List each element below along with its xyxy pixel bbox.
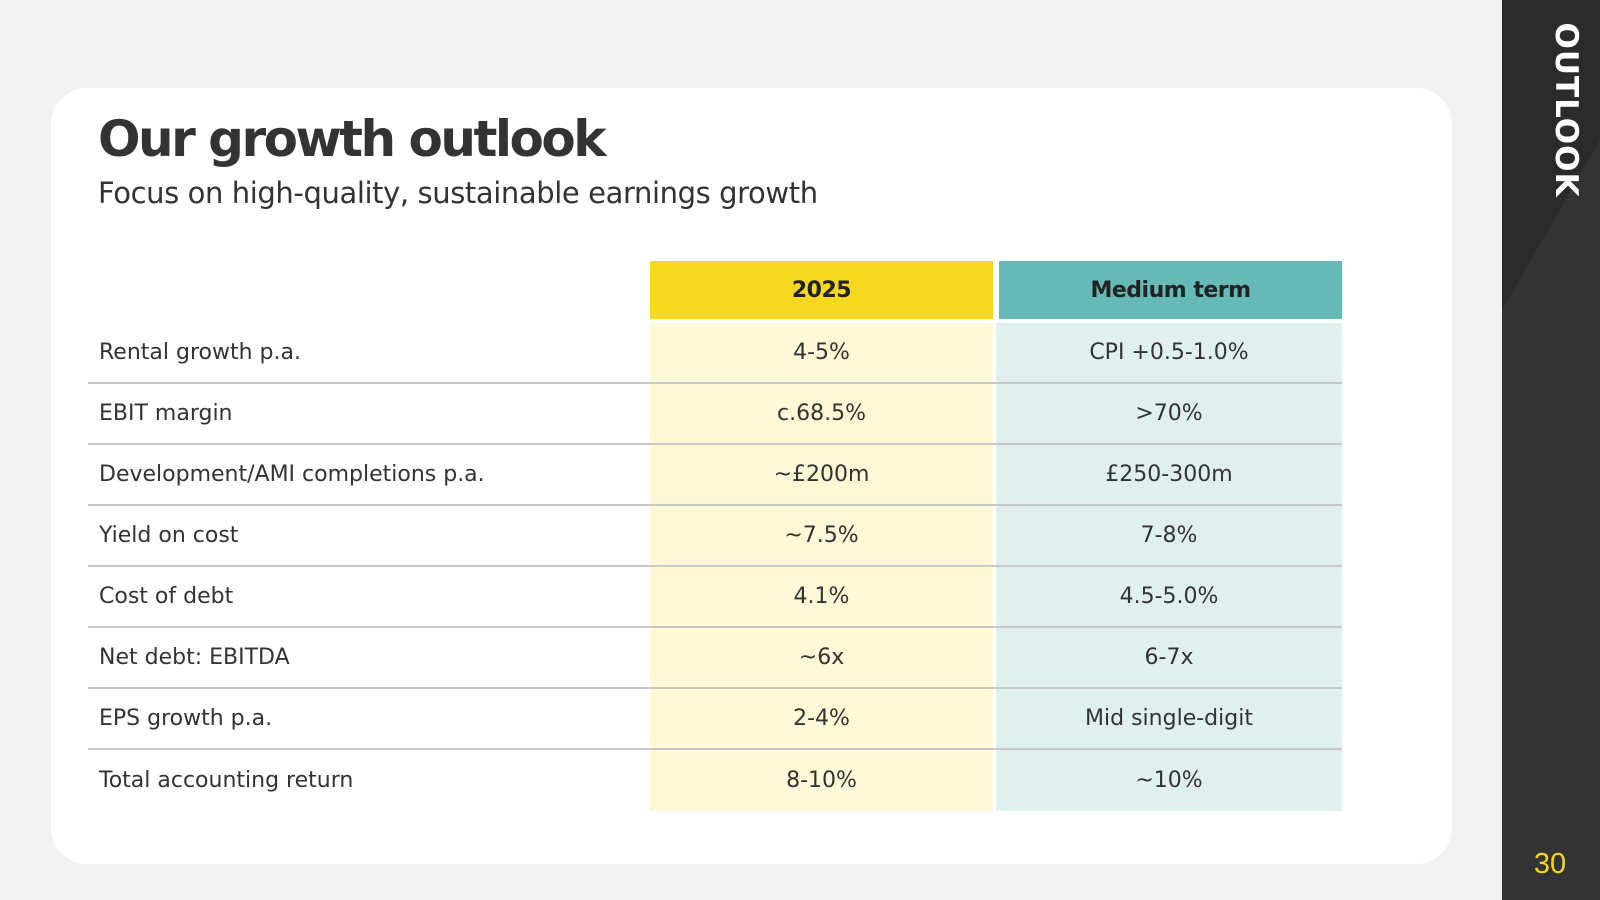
page-title: Our growth outlook bbox=[98, 110, 607, 168]
row-label: Rental growth p.a. bbox=[99, 340, 301, 365]
sidebar bbox=[1502, 0, 1600, 900]
table-row: Yield on cost ~7.5% 7-8% bbox=[88, 506, 1342, 567]
cell-2025: ~7.5% bbox=[650, 506, 993, 565]
cell-2025: 4-5% bbox=[650, 323, 993, 382]
cell-medium-term: £250-300m bbox=[996, 445, 1342, 504]
row-label: Development/AMI completions p.a. bbox=[99, 462, 485, 487]
cell-2025: 2-4% bbox=[650, 689, 993, 748]
column-header-medium-term: Medium term bbox=[999, 261, 1342, 319]
table-row: Total accounting return 8-10% ~10% bbox=[88, 750, 1342, 811]
sidebar-decoration bbox=[1502, 140, 1600, 900]
table-row: EBIT margin c.68.5% >70% bbox=[88, 384, 1342, 445]
cell-2025: c.68.5% bbox=[650, 384, 993, 443]
page-subtitle: Focus on high-quality, sustainable earni… bbox=[98, 176, 818, 210]
content-card: Our growth outlook Focus on high-quality… bbox=[51, 88, 1452, 864]
cell-medium-term: ~10% bbox=[996, 750, 1342, 811]
outlook-table: 2025 Medium term Rental growth p.a. 4-5%… bbox=[88, 261, 1342, 811]
cell-2025: ~£200m bbox=[650, 445, 993, 504]
row-label: EPS growth p.a. bbox=[99, 706, 273, 731]
cell-medium-term: 4.5-5.0% bbox=[996, 567, 1342, 626]
cell-medium-term: 7-8% bbox=[996, 506, 1342, 565]
table-header-row: 2025 Medium term bbox=[88, 261, 1342, 319]
section-label: OUTLOOK bbox=[1548, 22, 1584, 198]
column-header-2025: 2025 bbox=[650, 261, 993, 319]
cell-medium-term: Mid single-digit bbox=[996, 689, 1342, 748]
cell-medium-term: >70% bbox=[996, 384, 1342, 443]
page-number: 30 bbox=[1533, 848, 1567, 880]
cell-2025: 8-10% bbox=[650, 750, 993, 811]
row-label: EBIT margin bbox=[99, 401, 233, 426]
table-row: Cost of debt 4.1% 4.5-5.0% bbox=[88, 567, 1342, 628]
row-label: Cost of debt bbox=[99, 584, 234, 609]
table-row: EPS growth p.a. 2-4% Mid single-digit bbox=[88, 689, 1342, 750]
row-label: Net debt: EBITDA bbox=[99, 645, 290, 670]
table-row: Development/AMI completions p.a. ~£200m … bbox=[88, 445, 1342, 506]
cell-medium-term: 6-7x bbox=[996, 628, 1342, 687]
cell-2025: ~6x bbox=[650, 628, 993, 687]
table-row: Net debt: EBITDA ~6x 6-7x bbox=[88, 628, 1342, 689]
cell-medium-term: CPI +0.5-1.0% bbox=[996, 323, 1342, 382]
header-blank-cell bbox=[88, 261, 650, 319]
row-label: Total accounting return bbox=[99, 768, 354, 793]
cell-2025: 4.1% bbox=[650, 567, 993, 626]
row-label: Yield on cost bbox=[99, 523, 239, 548]
table-row: Rental growth p.a. 4-5% CPI +0.5-1.0% bbox=[88, 323, 1342, 384]
